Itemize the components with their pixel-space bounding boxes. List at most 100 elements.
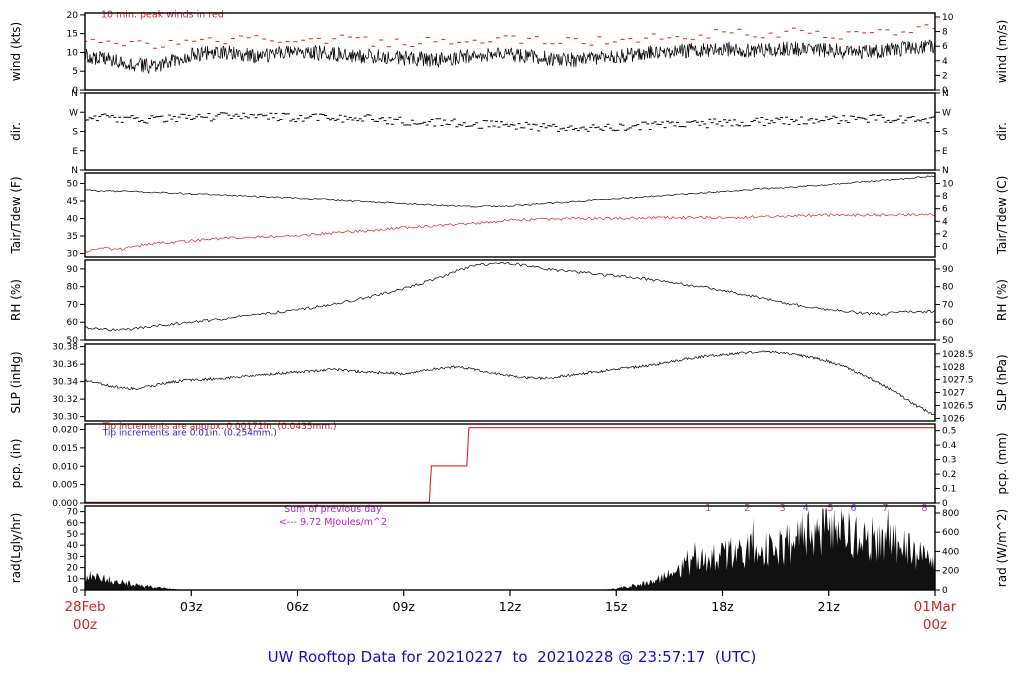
y-tick-label-right: S [942,128,948,138]
panel-series-slp [85,350,935,416]
y-tick-label-right: 8 [942,28,948,38]
y-tick-label-right: 2 [942,71,948,81]
annotation: 4 [803,503,809,514]
panel-series-pcp [85,427,935,503]
axis-title-left-tair-tdew: Tair/Tdew (F) [9,176,23,254]
y-tick-label-right: 6 [942,205,948,215]
y-tick-label-left: 50 [67,336,79,346]
y-tick-label-right: 600 [942,528,959,538]
y-tick-label-left: 30.32 [52,395,78,405]
y-tick-label-left: 60 [67,519,79,529]
y-tick-label-left: E [72,147,78,157]
series-wind-speed [85,39,935,75]
y-tick-label-right: 0.5 [942,427,956,437]
series-wind-direction [85,112,935,132]
y-tick-label-left: 20 [67,564,79,574]
y-tick-label-right: 1027.5 [942,376,974,386]
y-tick-label-left: 0.015 [52,444,78,454]
date-label-start-hour: 00z [73,617,97,633]
y-tick-label-left: N [71,166,78,176]
annotation: 3 [780,503,786,514]
axis-title-left-rh: RH (%) [9,279,23,321]
series-rain-accumulation [85,427,935,503]
y-tick-label-right: 1026.5 [942,402,974,412]
annotation: 2 [744,503,750,514]
y-tick-label-right: 1028.5 [942,350,974,360]
y-tick-label-right: 0 [942,243,948,253]
y-tick-label-left: 60 [67,318,79,328]
y-tick-label-right: 80 [942,283,954,293]
y-tick-label-left: 70 [67,300,79,310]
y-tick-label-left: 30 [67,552,79,562]
panel-border-wind [84,12,936,91]
panel-border-tair-tdew [84,172,936,258]
axis-title-right-tair-tdew: Tair/Tdew (C) [995,176,1009,256]
annotation: 6 [851,503,857,514]
y-tick-label-left: 0.010 [52,462,78,472]
panel-border-pcp [84,423,936,504]
series-peak-wind [85,24,935,49]
series-solar-radiation [85,508,935,590]
series-dew-point [85,212,935,253]
y-tick-label-right: E [942,147,948,157]
y-tick-label-right: 2 [942,230,948,240]
x-tick-label: 21z [818,599,841,614]
panel-series-dir [85,112,935,132]
y-tick-label-left: 10 [67,48,79,58]
y-tick-label-right: 4 [942,217,948,227]
y-tick-label-right: 90 [942,265,954,275]
y-tick-label-left: 30.34 [52,378,78,388]
y-tick-label-left: S [72,128,78,138]
y-tick-label-left: 30 [67,250,79,260]
y-tick-label-right: N [942,89,949,99]
axis-title-left-pcp: pcp. (in) [9,439,23,489]
y-tick-label-left: 0 [72,86,78,96]
y-tick-label-right: N [942,166,949,176]
y-tick-label-left: W [69,108,78,118]
annotation: <--- 9.72 MJoules/m^2 [279,517,387,528]
y-tick-label-left: 15 [67,30,78,40]
y-tick-label-right: 0 [942,586,948,596]
y-tick-label-right: 6 [942,42,948,52]
y-tick-label-right: 800 [942,509,959,519]
date-label-end: 01Mar [914,599,957,615]
y-tick-label-right: 0.1 [942,485,956,495]
y-tick-label-right: 0.4 [942,441,957,451]
y-tick-label-right: W [942,108,951,118]
panel-border-dir [84,92,936,171]
y-tick-label-right: 200 [942,567,959,577]
y-tick-label-right: 8 [942,192,948,202]
y-tick-label-left: 0.020 [52,426,78,436]
axis-title-right-dir: dir. [995,122,1009,141]
series-relative-humidity [85,262,935,332]
y-tick-label-left: 20 [67,11,79,21]
y-tick-label-right: 60 [942,318,954,328]
axis-title-left-slp: SLP (inHg) [9,351,23,413]
annotation: 8 [921,503,927,514]
axis-title-right-slp: SLP (hPa) [995,354,1009,410]
y-tick-label-right: 1028 [942,363,965,373]
y-tick-label-right: 400 [942,547,959,557]
y-tick-label-right: 50 [942,336,954,346]
date-label-end-hour: 00z [923,617,947,633]
x-tick-label: 12z [499,599,522,614]
panel-series-rh [85,262,935,332]
annotation: 7 [882,503,888,514]
y-tick-label-left: N [71,89,78,99]
y-tick-label-left: 50 [67,530,79,540]
y-tick-label-left: 70 [67,508,79,518]
y-tick-label-left: 40 [67,215,79,225]
x-tick-label: 06z [286,599,309,614]
y-tick-label-left: 45 [67,197,78,207]
x-tick-label: 18z [711,599,734,614]
x-tick-label: 09z [393,599,416,614]
panel-border-slp [84,343,936,422]
y-tick-label-right: 0.2 [942,470,956,480]
axis-title-left-rad: rad(Lgly/hr) [9,513,23,584]
y-tick-label-left: 90 [67,265,79,275]
page-title: UW Rooftop Data for 20210227 to 20210228… [267,648,757,666]
y-tick-label-left: 5 [72,67,78,77]
y-tick-label-left: 0 [72,586,78,596]
axis-title-right-wind: wind (m/s) [995,20,1009,84]
